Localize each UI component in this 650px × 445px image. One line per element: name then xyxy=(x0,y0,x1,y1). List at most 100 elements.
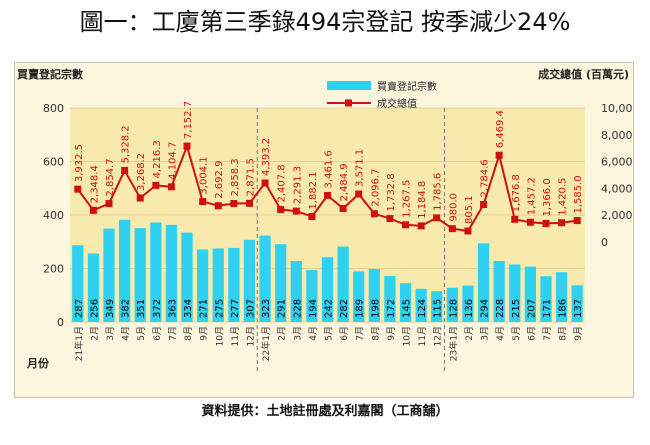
bar-value-label: 294 xyxy=(480,299,491,318)
line-value-label: 4,104.7 xyxy=(167,142,178,180)
x-tick-label: 8月 xyxy=(370,326,381,341)
line-value-label: 1,785.6 xyxy=(433,173,444,211)
line-value-label: 2,692.9 xyxy=(214,161,225,199)
line-value-label: 1,676.8 xyxy=(511,174,522,212)
bar-value-label: 228 xyxy=(292,299,303,318)
line-value-label: 2,291.3 xyxy=(292,166,303,204)
bar-value-label: 124 xyxy=(417,299,428,318)
line-value-label: 980.0 xyxy=(448,193,459,222)
bar-value-label: 137 xyxy=(573,299,584,318)
x-tick-label: 8月 xyxy=(558,326,569,341)
bar-value-label: 207 xyxy=(526,299,537,318)
bar xyxy=(540,276,552,322)
bar xyxy=(290,261,302,322)
x-tick-label: 6月 xyxy=(152,326,163,341)
line-value-label: 3,571.1 xyxy=(355,149,366,187)
x-tick-label: 4月 xyxy=(308,326,319,341)
x-tick-label: 10月 xyxy=(402,326,413,346)
line-value-label: 4,393.2 xyxy=(261,138,272,176)
line-marker xyxy=(542,219,550,227)
line-marker xyxy=(167,183,175,191)
line-marker xyxy=(402,221,410,229)
bar-value-label: 186 xyxy=(558,299,569,318)
x-tick-label: 3月 xyxy=(480,326,491,341)
bar xyxy=(103,228,115,322)
bar-value-label: 275 xyxy=(214,299,225,318)
line-value-label: 5,328.2 xyxy=(121,125,132,163)
x-tick-label: 3月 xyxy=(105,326,116,341)
bar xyxy=(431,291,443,322)
line-value-label: 1,184.8 xyxy=(417,181,428,219)
bar-value-label: 372 xyxy=(152,299,163,318)
left-tick-label: 400 xyxy=(43,209,64,222)
bar-value-label: 287 xyxy=(74,299,85,318)
bar xyxy=(384,275,396,322)
bar-value-label: 271 xyxy=(199,299,210,318)
line-marker xyxy=(448,225,456,233)
x-tick-label: 21年1月 xyxy=(73,326,85,361)
legend-line-marker xyxy=(345,99,352,107)
x-tick-label: 23年1月 xyxy=(447,326,459,361)
line-value-label: 1,366.0 xyxy=(542,178,553,216)
bar xyxy=(462,285,474,322)
line-marker xyxy=(89,206,97,214)
line-value-label: 2,854.7 xyxy=(105,158,116,196)
bar-value-label: 198 xyxy=(370,299,381,318)
line-marker xyxy=(214,202,222,210)
bar-value-label: 215 xyxy=(511,299,522,318)
bar-value-label: 228 xyxy=(495,299,506,318)
line-marker xyxy=(480,201,488,209)
bar-value-label: 145 xyxy=(402,299,413,318)
bar-value-label: 189 xyxy=(355,299,366,318)
line-marker xyxy=(417,222,425,230)
line-marker xyxy=(136,194,144,202)
bar-value-label: 334 xyxy=(183,299,194,318)
line-marker xyxy=(261,179,269,187)
bar-value-label: 136 xyxy=(464,299,475,318)
x-tick-label: 3月 xyxy=(292,326,303,341)
x-tick-label: 4月 xyxy=(121,326,132,341)
bar xyxy=(243,239,256,322)
x-tick-label: 7月 xyxy=(542,326,553,341)
line-marker xyxy=(230,200,238,208)
bar xyxy=(555,272,568,322)
bar xyxy=(212,248,224,322)
line-value-label: 1,732.8 xyxy=(386,173,397,211)
bar-value-label: 282 xyxy=(339,299,350,318)
right-tick-label: 8,000 xyxy=(601,129,633,142)
line-value-label: 2,348.4 xyxy=(89,165,100,203)
line-value-label: 1,420.5 xyxy=(558,178,569,216)
bar-value-label: 256 xyxy=(89,299,100,318)
line-marker xyxy=(121,166,129,174)
line-value-label: 1,585.0 xyxy=(573,175,584,213)
line-value-label: 2,871.5 xyxy=(245,158,256,196)
bar-value-label: 351 xyxy=(136,299,147,318)
bar xyxy=(275,244,287,322)
line-marker xyxy=(558,219,566,227)
left-tick-label: 800 xyxy=(43,102,64,115)
x-tick-label: 12月 xyxy=(245,326,256,346)
x-tick-label: 12月 xyxy=(433,326,444,346)
line-value-label: 6,469.4 xyxy=(495,110,506,148)
bar-value-label: 128 xyxy=(448,299,459,318)
line-marker xyxy=(573,217,581,225)
line-value-label: 3,461.6 xyxy=(324,150,335,188)
legend-bar-swatch xyxy=(327,81,371,90)
line-value-label: 2,858.3 xyxy=(230,158,241,196)
x-tick-label: 6月 xyxy=(339,326,350,341)
line-value-label: 1,882.1 xyxy=(308,171,319,209)
bar xyxy=(368,269,380,322)
bar xyxy=(306,270,318,322)
line-marker xyxy=(511,215,519,223)
bar xyxy=(477,243,490,322)
x-tick-label: 5月 xyxy=(136,326,147,341)
line-marker xyxy=(370,210,378,218)
bar xyxy=(119,219,131,322)
line-value-label: 1,457.2 xyxy=(526,177,537,215)
line-value-label: 2,096.7 xyxy=(370,169,381,207)
bar xyxy=(415,288,427,322)
line-marker xyxy=(245,199,253,207)
line-marker xyxy=(464,227,472,235)
x-tick-label: 6月 xyxy=(526,326,537,341)
bar xyxy=(228,247,240,322)
